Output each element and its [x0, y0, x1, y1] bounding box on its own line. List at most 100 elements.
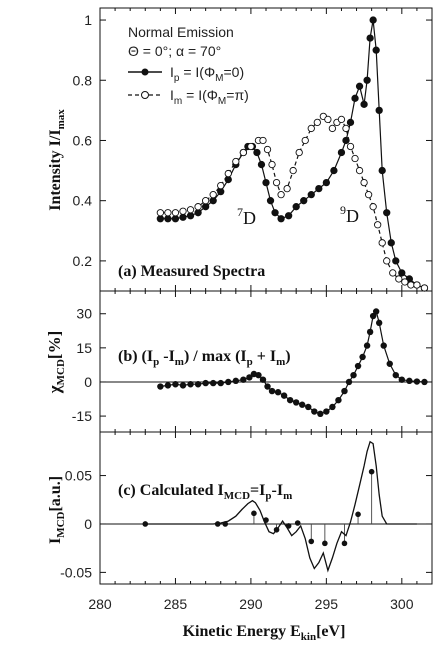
panel-c-ylabel: IMCD[a.u.]: [47, 476, 67, 544]
data-point: [398, 376, 406, 383]
data-point: [345, 378, 353, 386]
data-point: [179, 382, 187, 389]
data-point: [369, 312, 377, 320]
data-point-filled: [383, 209, 391, 217]
panel-c-frame: [99, 431, 433, 585]
x-tick-label: 280: [88, 596, 112, 612]
data-point: [305, 403, 312, 411]
data-point-open: [407, 281, 415, 289]
data-point: [280, 392, 288, 399]
stem-point: [355, 511, 361, 518]
panel-b-series: [157, 308, 428, 418]
data-point: [392, 371, 399, 379]
data-point-open: [346, 142, 355, 151]
y-tick-label: 0: [84, 374, 92, 390]
data-point: [240, 376, 247, 383]
data-point-filled: [363, 76, 371, 84]
data-point: [202, 379, 209, 387]
data-point-open: [217, 181, 225, 190]
data-point: [329, 403, 336, 411]
data-point-open: [156, 209, 165, 217]
x-tick-label: 300: [390, 596, 414, 612]
data-point: [363, 342, 371, 349]
data-point: [259, 376, 267, 383]
y-tick-label: -0.05: [60, 564, 92, 580]
panel-a-series: [156, 16, 429, 292]
panel-c-y-ticks: -0.05 0 0.05: [60, 432, 433, 584]
data-point-filled: [330, 166, 338, 175]
data-point: [413, 378, 421, 385]
data-point-filled: [266, 197, 275, 205]
data-point-filled: [366, 34, 374, 42]
panel-a-legend: Normal Emission Θ = 0°; α = 70° Ip = I(Φ…: [128, 24, 249, 107]
data-point-open: [395, 275, 403, 283]
data-point-filled: [392, 257, 400, 265]
data-point-open: [301, 136, 309, 145]
data-point-filled: [164, 215, 172, 223]
data-point-open: [389, 269, 397, 277]
y-tick-label: 0.4: [73, 193, 93, 209]
data-point-open: [328, 124, 337, 133]
data-point: [268, 387, 276, 395]
stem-point: [308, 538, 315, 545]
data-point-open: [201, 197, 210, 205]
data-point: [386, 360, 393, 367]
data-point: [286, 396, 294, 404]
y-tick-label: 30: [76, 306, 92, 322]
data-point: [264, 383, 271, 390]
data-point-open: [186, 206, 195, 214]
data-point-filled: [186, 212, 195, 220]
data-point-open: [171, 209, 180, 217]
data-point-open: [364, 191, 373, 199]
annotation-7d: 7D: [237, 205, 256, 228]
data-point-filled: [257, 160, 266, 169]
data-point-open: [209, 191, 217, 199]
y-tick-label: -15: [72, 408, 92, 424]
x-axis-label: Kinetic Energy Ekin[eV]: [183, 623, 346, 643]
data-point-filled: [387, 239, 395, 247]
data-point: [292, 399, 300, 406]
x-tick-label: 295: [315, 596, 339, 612]
panel-b-label: (b) (Ip -Im) / max (Ip + Im): [118, 348, 291, 368]
data-point: [217, 379, 224, 387]
data-point-filled: [271, 209, 279, 217]
panel-b: -15 0 15 30 (b) (Ip -Im) / max (Ip + Im) χM…: [45, 290, 433, 433]
data-point-open: [369, 203, 377, 211]
panel-c: -0.05 0 0.05 280 285 290 295 300 (c) Calculate…: [47, 431, 433, 643]
data-point-filled: [262, 178, 270, 187]
data-point-filled: [300, 197, 308, 205]
data-point-filled: [292, 203, 300, 211]
data-point-filled: [398, 269, 406, 277]
data-point-filled: [369, 16, 377, 24]
stem-point: [341, 540, 348, 547]
legend-line-1: Normal Emission: [128, 24, 234, 40]
data-point-open: [283, 184, 291, 193]
panel-a-ylabel: Intensity I/Imax: [47, 109, 67, 211]
panel-c-x-ticks: 280 285 290 295 300: [88, 596, 413, 612]
stem-point: [322, 540, 328, 547]
data-point: [406, 377, 413, 385]
data-point: [232, 377, 240, 385]
data-point-open: [224, 169, 232, 178]
legend-filled-marker: [141, 68, 149, 76]
data-point: [311, 408, 318, 415]
y-tick-label: 15: [76, 340, 92, 356]
data-point-filled: [351, 94, 359, 102]
data-point-filled: [360, 100, 368, 108]
stem-point: [368, 468, 375, 475]
legend-line-2: Θ = 0°; α = 70°: [128, 43, 221, 59]
data-point: [335, 396, 342, 404]
stem-point: [251, 510, 257, 517]
data-point-filled: [179, 213, 187, 221]
panel-a: 0.2 0.4 0.6 0.8 1 (a) Measured Spectra Norma…: [47, 7, 433, 292]
data-point-open: [277, 191, 285, 199]
y-tick-label: 0.8: [73, 72, 93, 88]
data-point: [172, 381, 179, 388]
data-point-open: [351, 154, 359, 163]
data-point: [375, 319, 383, 327]
data-point-open: [272, 178, 281, 187]
data-point-filled: [277, 215, 285, 223]
chi-mcd-line: [160, 310, 425, 415]
data-point-filled: [284, 212, 293, 220]
